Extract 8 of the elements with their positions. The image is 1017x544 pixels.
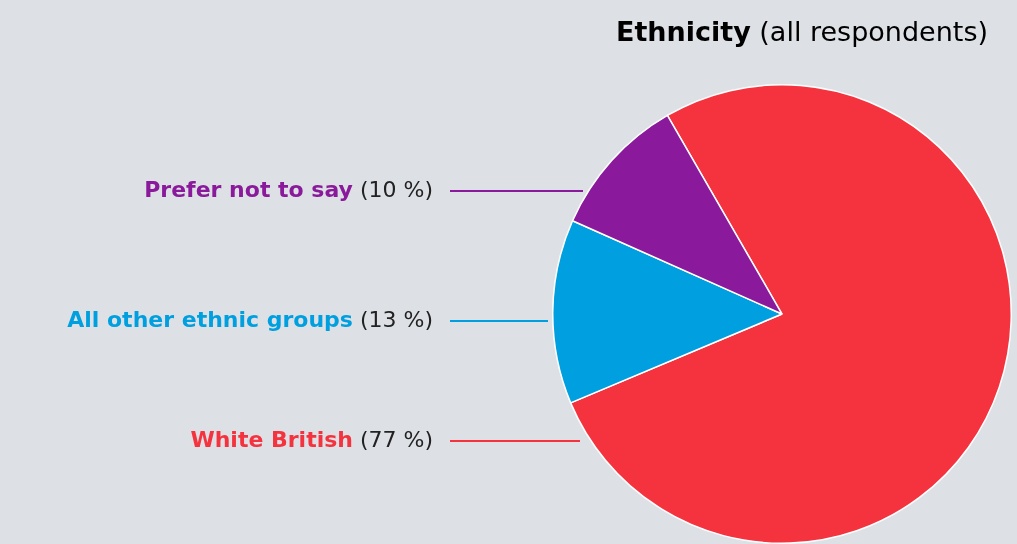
slice-label: White British <box>190 426 353 452</box>
data-label: (77 %) <box>352 426 434 452</box>
data-label: (13 %) <box>352 306 434 332</box>
chart-subtitle: (all respondents) <box>750 16 989 48</box>
slice-label: All other ethnic groups <box>67 306 353 332</box>
chart-title: Ethnicity <box>615 16 752 48</box>
data-label: (10 %) <box>352 176 434 202</box>
slice-label: Prefer not to say <box>144 176 353 202</box>
